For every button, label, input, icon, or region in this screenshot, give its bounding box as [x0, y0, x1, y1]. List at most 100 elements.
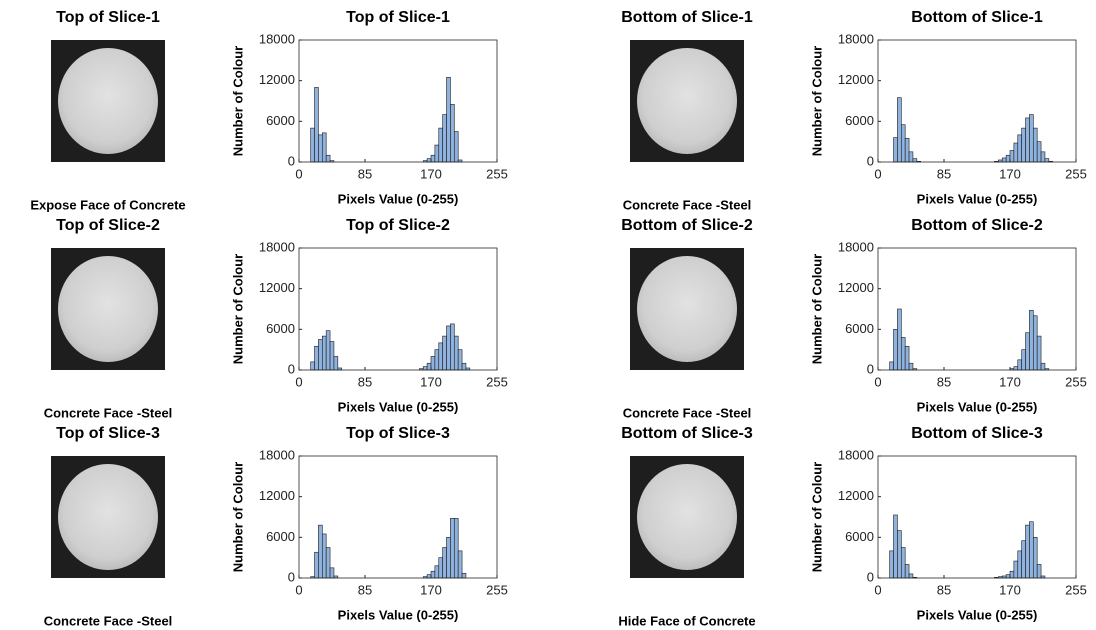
- histogram-bar: [314, 551, 319, 579]
- y-tick-label: 18000: [259, 239, 295, 254]
- y-axis-label: Number of Colour: [809, 462, 824, 573]
- histogram-bar: [438, 342, 443, 371]
- x-axis-label: Pixels Value (0-255): [338, 191, 459, 206]
- specimen-disc: [637, 464, 737, 570]
- y-tick-label: 0: [288, 569, 295, 584]
- x-tick-label: 170: [420, 374, 442, 389]
- specimen-disc: [637, 48, 737, 154]
- y-tick-label: 18000: [838, 447, 874, 462]
- y-tick-label: 18000: [259, 447, 295, 462]
- histogram-bar: [889, 361, 894, 371]
- histogram-bar: [325, 547, 331, 579]
- histogram-bar: [426, 158, 432, 163]
- histogram-bar: [422, 366, 428, 371]
- histogram-bar: [430, 356, 436, 371]
- y-tick-label: 18000: [838, 239, 874, 254]
- histogram-bar: [321, 335, 327, 371]
- histogram-bar: [900, 124, 906, 163]
- histogram-bar: [900, 547, 906, 579]
- histogram-bar: [453, 131, 459, 163]
- histogram-bar: [453, 518, 459, 579]
- image-caption: Expose Face of Concrete: [30, 197, 185, 212]
- chart-title: Bottom of Slice-3: [911, 425, 1043, 442]
- histogram-bar: [450, 323, 455, 371]
- x-tick-label: 85: [358, 582, 372, 597]
- histogram-bar: [442, 335, 447, 371]
- histogram-bar: [310, 127, 315, 163]
- plot-frame: [298, 455, 498, 579]
- y-tick-label: 18000: [259, 31, 295, 46]
- plot-frame: [877, 455, 1077, 579]
- histogram-bar: [912, 158, 918, 163]
- histogram-bar: [314, 345, 319, 371]
- histogram-bar: [1025, 332, 1030, 371]
- y-tick-label: 6000: [266, 529, 295, 544]
- x-tick-label: 255: [486, 374, 508, 389]
- y-tick-label: 0: [867, 361, 874, 376]
- x-tick-label: 0: [295, 582, 302, 597]
- x-tick-label: 255: [486, 582, 508, 597]
- histogram-bar: [1029, 114, 1034, 163]
- histogram-bar: [1040, 151, 1046, 163]
- specimen-disc: [637, 256, 737, 362]
- plot-frame: [877, 39, 1077, 163]
- histogram-bar: [908, 362, 914, 371]
- y-tick-label: 6000: [266, 113, 295, 128]
- histogram-bar: [1029, 521, 1034, 579]
- x-tick-label: 170: [420, 582, 442, 597]
- x-tick-label: 255: [1065, 374, 1087, 389]
- histogram-bar: [450, 104, 455, 163]
- plot-frame: [877, 247, 1077, 371]
- x-tick-label: 255: [486, 166, 508, 181]
- x-axis-label: Pixels Value (0-255): [917, 399, 1038, 414]
- histogram-bar: [1036, 564, 1042, 579]
- histogram-bar: [442, 114, 447, 163]
- y-axis-label: Number of Colour: [230, 254, 245, 365]
- histogram-bar: [1009, 150, 1015, 163]
- x-tick-label: 255: [1065, 166, 1087, 181]
- histogram-bar: [1032, 537, 1038, 579]
- x-tick-label: 0: [874, 374, 881, 389]
- histogram-bar: [1017, 359, 1022, 371]
- histogram-bar: [1036, 335, 1042, 371]
- histogram-bar: [321, 533, 327, 579]
- histogram-bar: [430, 154, 436, 163]
- image-title: Bottom of Slice-3: [621, 425, 753, 442]
- x-tick-label: 0: [295, 166, 302, 181]
- histogram-bar: [438, 557, 443, 579]
- y-tick-label: 0: [288, 153, 295, 168]
- histogram-bar: [442, 547, 447, 579]
- image-caption: Concrete Face -Steel: [44, 405, 173, 420]
- histogram-bar: [1036, 141, 1042, 163]
- histogram-bar: [1017, 550, 1022, 579]
- histogram-bar: [461, 572, 467, 579]
- y-tick-label: 12000: [838, 280, 874, 295]
- histogram-bar: [889, 550, 894, 579]
- histogram-bar: [900, 337, 906, 371]
- histogram-bar: [1005, 574, 1011, 579]
- y-tick-label: 18000: [838, 31, 874, 46]
- y-tick-label: 12000: [838, 488, 874, 503]
- chart-title: Top of Slice-2: [346, 217, 450, 234]
- histogram-bar: [908, 151, 914, 163]
- histogram-bar: [904, 137, 910, 163]
- histogram-bar: [1013, 142, 1019, 163]
- x-tick-label: 85: [358, 374, 372, 389]
- y-axis-label: Number of Colour: [809, 46, 824, 157]
- x-axis-label: Pixels Value (0-255): [917, 607, 1038, 622]
- histogram-bar: [1017, 134, 1022, 163]
- histogram-bar: [904, 564, 910, 579]
- histogram-bar: [310, 361, 315, 371]
- y-tick-label: 12000: [838, 72, 874, 87]
- histogram-bar: [318, 524, 323, 579]
- x-tick-label: 170: [999, 374, 1021, 389]
- histogram-bar: [321, 132, 327, 163]
- specimen-disc: [58, 464, 158, 570]
- histogram-bar: [1021, 127, 1026, 163]
- y-tick-label: 0: [867, 153, 874, 168]
- y-tick-label: 12000: [259, 72, 295, 87]
- x-tick-label: 85: [937, 374, 951, 389]
- histogram-bar: [1029, 310, 1034, 371]
- histogram-bar: [1032, 315, 1038, 371]
